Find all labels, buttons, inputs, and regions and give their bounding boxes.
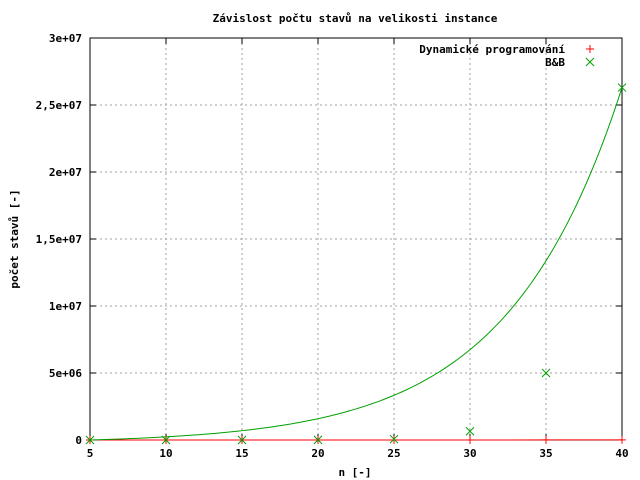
legend-label: Dynamické programování xyxy=(419,43,565,56)
x-tick-label: 25 xyxy=(387,447,400,460)
y-tick-label: 3e+07 xyxy=(49,32,82,45)
y-tick-label: 1,5e+07 xyxy=(36,233,82,246)
data-point xyxy=(389,434,399,444)
data-point xyxy=(617,83,627,92)
data-point xyxy=(161,435,171,445)
marker-stroke xyxy=(389,434,399,444)
legend-marker xyxy=(586,45,594,53)
y-tick-label: 2,5e+07 xyxy=(36,99,82,112)
data-point xyxy=(541,368,551,378)
marker-stroke xyxy=(313,435,323,445)
data-point xyxy=(390,435,398,444)
y-tick-label: 0 xyxy=(75,434,82,447)
x-tick-label: 30 xyxy=(463,447,476,460)
y-tick-labels: 0 5e+06 1e+07 1,5e+07 2e+07 2,5e+07 3e+07 xyxy=(36,32,83,447)
marker-stroke xyxy=(237,435,247,445)
data-point xyxy=(237,435,247,445)
chart-title: Závislost počtu stavů na velikosti insta… xyxy=(213,12,498,25)
data-point xyxy=(465,426,475,436)
y-axis-label: počet stavů [-] xyxy=(8,189,21,288)
x-tick-label: 35 xyxy=(539,447,552,460)
marker-stroke xyxy=(85,435,95,445)
marker-stroke xyxy=(541,368,551,378)
data-point xyxy=(466,435,474,444)
x-tick-label: 20 xyxy=(311,447,324,460)
data-point xyxy=(618,435,626,444)
x-axis-label: n [-] xyxy=(338,466,371,479)
series xyxy=(85,83,627,445)
data-point xyxy=(313,435,323,445)
marker-stroke xyxy=(617,83,627,92)
series-2 xyxy=(85,83,627,445)
y-tick-label: 1e+07 xyxy=(49,300,82,313)
marker-stroke xyxy=(161,435,171,445)
marker-stroke xyxy=(585,57,595,67)
x-tick-label: 5 xyxy=(87,447,94,460)
x-tick-label: 10 xyxy=(159,447,172,460)
y-tick-label: 5e+06 xyxy=(49,367,82,380)
grid xyxy=(90,38,622,440)
x-tick-label: 15 xyxy=(235,447,248,460)
marker-stroke xyxy=(465,426,475,436)
legend-label: B&B xyxy=(545,56,565,69)
data-point xyxy=(85,435,95,445)
x-tick-labels: 5 10 15 20 25 30 35 40 xyxy=(87,447,629,460)
data-point xyxy=(542,435,550,444)
legend-marker xyxy=(585,57,595,67)
x-tick-label: 40 xyxy=(615,447,628,460)
y-tick-label: 2e+07 xyxy=(49,166,82,179)
series-line xyxy=(89,87,623,441)
